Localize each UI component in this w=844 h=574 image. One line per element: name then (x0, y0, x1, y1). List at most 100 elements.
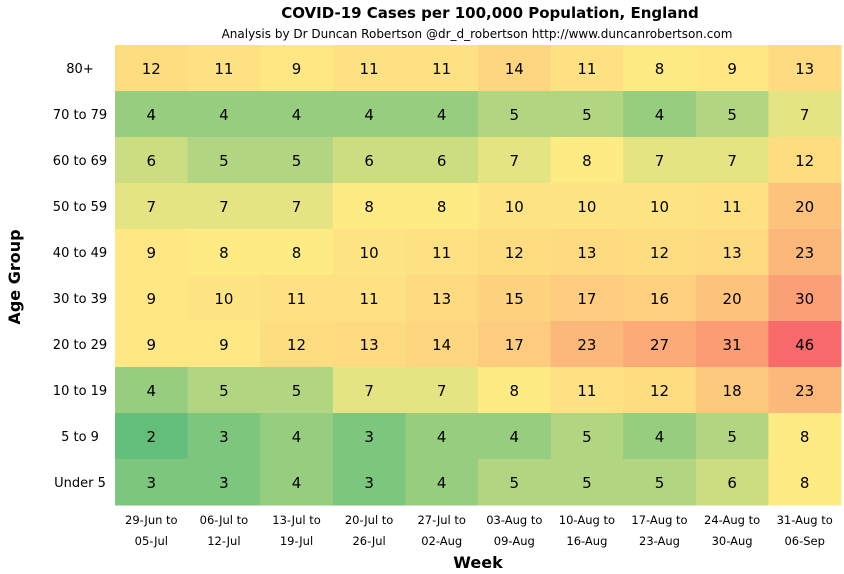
heatmap-cell (695, 321, 769, 368)
heatmap-cell (550, 459, 624, 506)
cell-value-label: 3 (364, 428, 374, 446)
heatmap-cell (623, 183, 697, 230)
cell-value-label: 5 (219, 152, 229, 170)
heatmap-cell (405, 229, 479, 276)
cell-value-label: 16 (650, 290, 669, 308)
heatmap-cell (478, 367, 552, 414)
cell-value-label: 30 (795, 290, 814, 308)
cell-value-label: 5 (582, 106, 592, 124)
heatmap-cell (115, 367, 189, 414)
heatmap-cell (332, 229, 406, 276)
cell-value-label: 11 (360, 290, 379, 308)
heatmap-cell (623, 275, 697, 322)
cell-value-label: 23 (795, 382, 814, 400)
cell-value-label: 5 (292, 152, 302, 170)
cell-value-label: 4 (655, 106, 665, 124)
row-label: 20 to 29 (53, 338, 107, 353)
cell-value-label: 9 (219, 336, 229, 354)
heatmap-cell (695, 91, 769, 138)
cell-value-label: 3 (219, 428, 229, 446)
row-label: 70 to 79 (53, 108, 107, 123)
cell-value-label: 6 (147, 152, 157, 170)
cell-value-label: 10 (505, 198, 524, 216)
cell-value-label: 9 (147, 336, 157, 354)
heatmap-cell (768, 45, 842, 92)
cell-value-label: 15 (505, 290, 524, 308)
cell-value-label: 4 (147, 106, 157, 124)
cell-value-label: 10 (360, 244, 379, 262)
cell-value-label: 12 (505, 244, 524, 262)
cell-value-label: 2 (147, 428, 157, 446)
cell-value-label: 8 (437, 198, 447, 216)
column-label: 27-Jul to (417, 513, 466, 527)
cell-value-label: 7 (364, 382, 374, 400)
heatmap-cell (768, 91, 842, 138)
heatmap-cell (332, 275, 406, 322)
cell-value-label: 13 (723, 244, 742, 262)
row-label: 5 to 9 (61, 430, 99, 445)
row-label: 10 to 19 (53, 384, 107, 399)
heatmap-cell (260, 367, 334, 414)
heatmap-cell (768, 321, 842, 368)
column-label: 09-Aug (494, 534, 535, 548)
heatmap-cell (623, 137, 697, 184)
heatmap-cell (695, 183, 769, 230)
cell-value-label: 4 (437, 428, 447, 446)
heatmap-cell (405, 183, 479, 230)
heatmap-cell (332, 137, 406, 184)
column-label: 19-Jul (280, 534, 313, 548)
heatmap-cell (187, 229, 261, 276)
cell-value-label: 9 (292, 60, 302, 78)
heatmap-cell (115, 137, 189, 184)
heatmap-cell (695, 413, 769, 460)
heatmap-cell (550, 229, 624, 276)
cell-value-label: 8 (582, 152, 592, 170)
heatmap-cell (550, 367, 624, 414)
column-label: 29-Jun to (125, 513, 178, 527)
heatmap-cell (405, 321, 479, 368)
cell-value-label: 4 (437, 474, 447, 492)
heatmap-cell (187, 367, 261, 414)
heatmap-cell (260, 321, 334, 368)
cell-value-label: 4 (292, 106, 302, 124)
heatmap-cell (768, 413, 842, 460)
cell-value-label: 4 (437, 106, 447, 124)
cell-value-label: 6 (364, 152, 374, 170)
row-label: Under 5 (54, 476, 106, 491)
heatmap-cell (332, 459, 406, 506)
cell-value-label: 12 (287, 336, 306, 354)
cell-value-label: 8 (219, 244, 229, 262)
cell-value-label: 11 (577, 382, 596, 400)
heatmap-cell (115, 413, 189, 460)
column-label: 13-Jul to (272, 513, 321, 527)
cell-value-label: 27 (650, 336, 669, 354)
heatmap-cell (478, 275, 552, 322)
heatmap-cell (332, 413, 406, 460)
cell-value-label: 8 (292, 244, 302, 262)
chart-subtitle: Analysis by Dr Duncan Robertson @dr_d_ro… (222, 27, 733, 41)
heatmap-cell (623, 45, 697, 92)
heatmap-cell (623, 367, 697, 414)
cell-value-label: 9 (147, 290, 157, 308)
heatmap-cell (332, 45, 406, 92)
heatmap-cell (623, 91, 697, 138)
heatmap-cell (187, 45, 261, 92)
cell-value-label: 20 (795, 198, 814, 216)
heatmap-cell (115, 459, 189, 506)
cell-value-label: 20 (723, 290, 742, 308)
cell-value-label: 23 (577, 336, 596, 354)
column-label: 06-Jul to (200, 513, 249, 527)
heatmap-cell (115, 91, 189, 138)
cell-value-label: 31 (723, 336, 742, 354)
cell-value-label: 4 (292, 428, 302, 446)
heatmap-cell (478, 413, 552, 460)
cell-value-label: 3 (147, 474, 157, 492)
heatmap-cell (405, 137, 479, 184)
cell-value-label: 3 (219, 474, 229, 492)
cell-value-label: 5 (292, 382, 302, 400)
column-label: 26-Jul (352, 534, 385, 548)
heatmap-cell (187, 137, 261, 184)
cell-value-label: 5 (510, 474, 520, 492)
heatmap-cell (768, 367, 842, 414)
heatmap-cell (260, 137, 334, 184)
